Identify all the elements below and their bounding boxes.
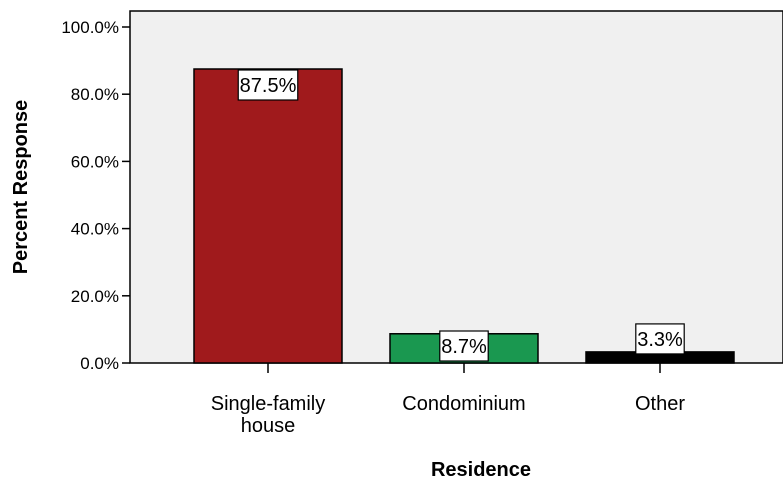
y-tick-label: 80.0% (71, 85, 119, 104)
data-label-text: 3.3% (637, 329, 683, 351)
x-axis-title: Residence (431, 459, 531, 480)
y-axis: 0.0% 20.0% 40.0% 60.0% 80.0% 100.0% (61, 18, 130, 373)
y-tick-label: 20.0% (71, 287, 119, 306)
data-label: 8.7% (439, 330, 489, 362)
data-label-text: 8.7% (441, 336, 487, 358)
y-axis-title: Percent Response (10, 100, 32, 275)
y-tick-label: 60.0% (71, 152, 119, 171)
x-tick-label: Other (635, 393, 685, 415)
y-tick-label: 40.0% (71, 220, 119, 239)
y-tick-label: 0.0% (80, 354, 119, 373)
data-label: 87.5% (237, 69, 299, 101)
bar (193, 68, 343, 364)
y-tick-label: 100.0% (61, 18, 119, 37)
data-labels-layer: 87.5% 8.7% 3.3% (237, 69, 685, 362)
data-label: 3.3% (635, 323, 685, 355)
x-tick-label: Single-family house (211, 393, 325, 437)
data-label-text: 87.5% (240, 75, 297, 97)
x-axis: Single-family house Condominium Other (211, 363, 685, 437)
x-tick-label: Condominium (402, 393, 525, 415)
